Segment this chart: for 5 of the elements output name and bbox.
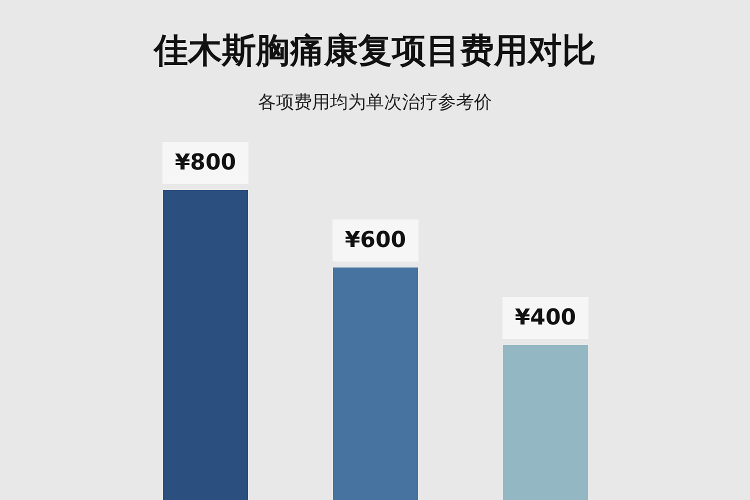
data-label: ¥600	[344, 228, 406, 253]
chart-subtitle: 各项费用均为单次治疗参考价	[257, 91, 493, 114]
chart-title: 佳木斯胸痛康复项目费用对比	[152, 30, 597, 73]
data-label: ¥800	[174, 150, 236, 176]
data-label: ¥400	[514, 306, 576, 330]
